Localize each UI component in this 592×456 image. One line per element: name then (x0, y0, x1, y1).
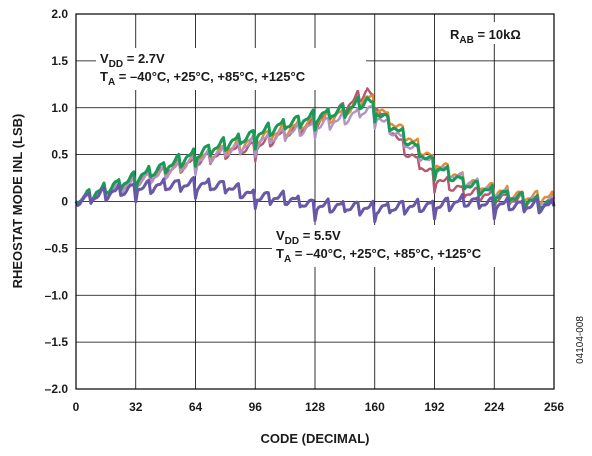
y-tick-label: 1.0 (51, 101, 68, 115)
y-tick-labels: 2.0 1.5 1.0 0.5 0 –0.5 –1.0 –1.5 –2.0 (45, 7, 69, 396)
x-tick-label: 0 (73, 400, 80, 414)
y-tick-label: –1.5 (45, 335, 69, 349)
y-tick-label: 2.0 (51, 7, 68, 21)
series-group (74, 87, 556, 224)
x-tick-label: 96 (249, 400, 263, 414)
vdd-high-label-bg (272, 225, 550, 267)
vdd-low-label-bg (96, 48, 366, 90)
plot-frame (75, 13, 555, 390)
y-tick-label: –2.0 (45, 382, 69, 396)
ta-high-label: TA = –40°C, +25°C, +85°C, +125°C (276, 246, 482, 265)
y-tick-label: –0.5 (45, 241, 69, 255)
x-tick-label: 224 (484, 400, 504, 414)
inl-series-line (74, 176, 556, 224)
rab-label: RAB = 10kΩ (450, 27, 521, 46)
y-tick-label: 0.5 (51, 148, 68, 162)
ta-low-label: TA = –40°C, +25°C, +85°C, +125°C (100, 69, 306, 88)
y-tick-label: 0 (61, 195, 68, 209)
x-tick-labels: 0 32 64 96 128 160 192 224 256 (73, 400, 565, 414)
x-tick-label: 64 (189, 400, 203, 414)
vdd-low-label: VDD = 2.7V (100, 51, 165, 70)
x-tick-label: 192 (424, 400, 444, 414)
x-tick-label: 32 (129, 400, 143, 414)
x-axis-title: CODE (DECIMAL) (260, 431, 369, 446)
inl-series-line (74, 95, 556, 209)
x-tick-label: 256 (544, 400, 564, 414)
figure-id: 04104-008 (575, 316, 586, 364)
rab-label-bg (445, 22, 545, 44)
vdd-high-label: VDD = 5.5V (276, 228, 341, 247)
x-tick-label: 128 (305, 400, 325, 414)
y-axis-title: RHEOSTAT MODE INL (LSB) (10, 114, 25, 289)
y-tick-label: –1.0 (45, 288, 69, 302)
x-tick-label: 160 (365, 400, 385, 414)
y-tick-label: 1.5 (51, 54, 68, 68)
